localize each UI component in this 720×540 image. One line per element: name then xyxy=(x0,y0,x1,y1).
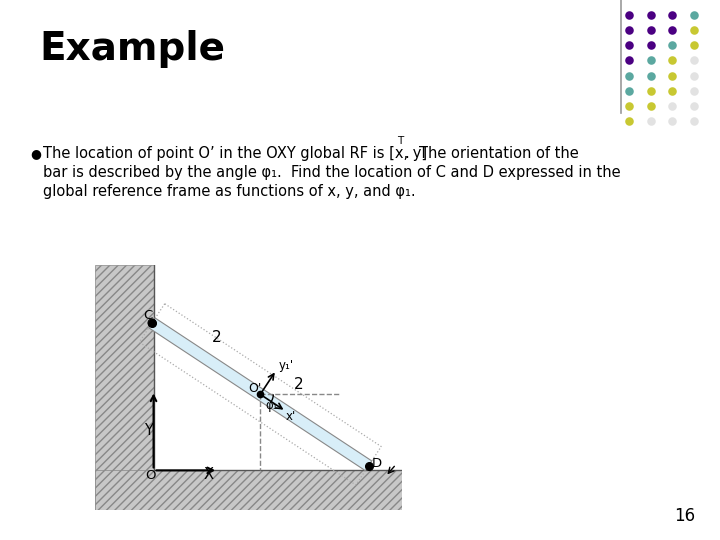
Point xyxy=(667,41,678,50)
Point xyxy=(688,117,700,125)
Point xyxy=(667,71,678,80)
Point xyxy=(624,56,635,65)
Point xyxy=(688,26,700,35)
Point xyxy=(624,11,635,19)
Text: y₁': y₁' xyxy=(279,360,294,373)
Polygon shape xyxy=(95,265,153,510)
Text: x': x' xyxy=(286,410,296,423)
Text: O': O' xyxy=(248,382,262,395)
Text: 2: 2 xyxy=(212,330,221,345)
Point xyxy=(667,102,678,110)
Point xyxy=(645,102,657,110)
Text: global reference frame as functions of x, y, and φ₁.: global reference frame as functions of x… xyxy=(43,184,416,199)
Text: .  The orientation of the: . The orientation of the xyxy=(405,146,578,161)
Text: T: T xyxy=(397,136,404,146)
Point xyxy=(645,41,657,50)
Text: bar is described by the angle φ₁.  Find the location of C and D expressed in the: bar is described by the angle φ₁. Find t… xyxy=(43,165,621,180)
Point xyxy=(667,117,678,125)
Text: Example: Example xyxy=(40,30,225,68)
Polygon shape xyxy=(149,318,372,471)
Point xyxy=(667,11,678,19)
Text: D: D xyxy=(372,457,382,470)
Point xyxy=(645,11,657,19)
Text: 16: 16 xyxy=(674,507,695,525)
Text: 2: 2 xyxy=(294,377,304,392)
Polygon shape xyxy=(95,470,402,510)
Point xyxy=(688,102,700,110)
Point xyxy=(688,56,700,65)
Point xyxy=(688,71,700,80)
Text: O: O xyxy=(145,469,156,482)
Point xyxy=(667,26,678,35)
Text: X: X xyxy=(204,467,214,482)
Point xyxy=(667,56,678,65)
Point xyxy=(645,71,657,80)
Point xyxy=(624,26,635,35)
Polygon shape xyxy=(153,265,402,470)
Point xyxy=(645,26,657,35)
Text: ●: ● xyxy=(30,147,41,160)
Text: The location of point O’ in the OXY global RF is [x, y]: The location of point O’ in the OXY glob… xyxy=(43,146,428,161)
Point xyxy=(645,117,657,125)
Point xyxy=(688,11,700,19)
Point xyxy=(624,86,635,95)
Point xyxy=(688,41,700,50)
Text: Y: Y xyxy=(144,423,153,438)
Text: C: C xyxy=(143,309,152,322)
Point xyxy=(688,86,700,95)
Point xyxy=(624,71,635,80)
Point xyxy=(624,117,635,125)
Text: φ₁: φ₁ xyxy=(266,399,278,412)
Point xyxy=(667,86,678,95)
Point xyxy=(645,86,657,95)
Point xyxy=(645,56,657,65)
Point xyxy=(624,41,635,50)
Point xyxy=(624,102,635,110)
